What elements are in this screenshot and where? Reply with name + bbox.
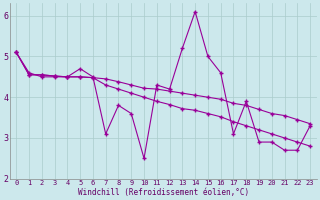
X-axis label: Windchill (Refroidissement éolien,°C): Windchill (Refroidissement éolien,°C) (78, 188, 249, 197)
